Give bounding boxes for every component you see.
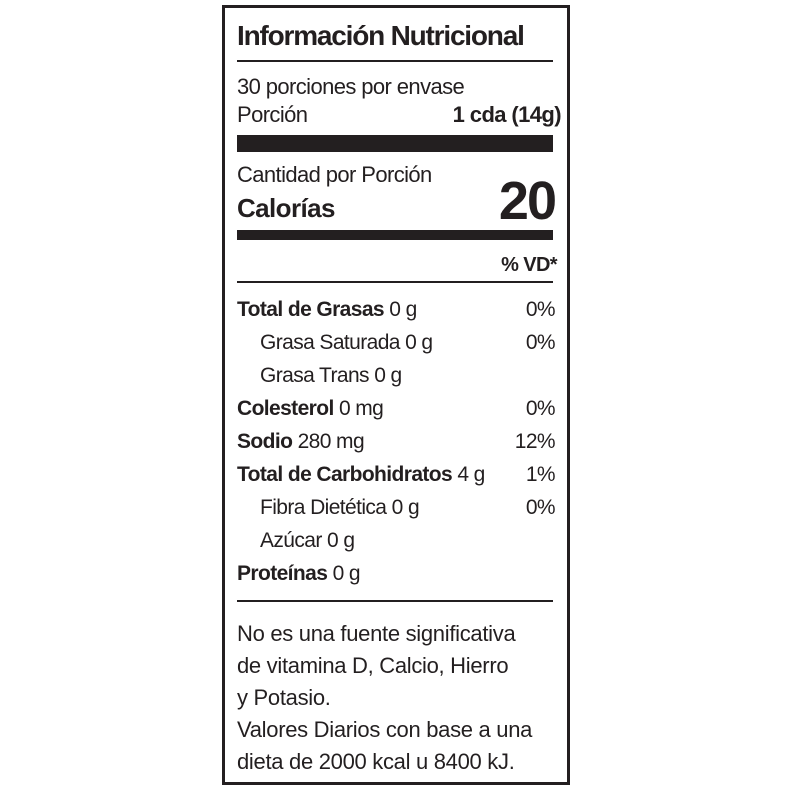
serving-size: 1 cda (14g)	[452, 102, 562, 127]
thin-rule	[237, 281, 553, 283]
nutrition-label: Información Nutricional 30 porciones por…	[222, 5, 570, 785]
nutrient-dv: 12%	[514, 430, 556, 453]
footnote-line: y Potasio.	[237, 685, 331, 710]
nutrient-row: Proteínas 0 g	[237, 562, 361, 585]
nutrient-row: Fibra Dietética 0 g	[260, 496, 420, 519]
thick-rule	[237, 135, 553, 152]
nutrient-name: Proteínas	[237, 562, 328, 585]
nutrient-amount: 0 g	[332, 562, 361, 585]
nutrient-amount: 0 g	[327, 529, 355, 552]
nutrient-amount: 4 g	[457, 463, 485, 486]
nutrient-name: Colesterol	[237, 397, 334, 420]
footnote-line: dieta de 2000 kcal u 8400 kJ.	[237, 749, 515, 774]
nutrient-name: Fibra Dietética	[260, 496, 387, 519]
nutrient-name: Total de Carbohidratos	[237, 463, 453, 486]
servings: 30 porciones por envase	[237, 74, 465, 99]
dv-header: % VD*	[501, 254, 558, 276]
nutrient-name: Sodio	[237, 430, 293, 453]
nutrient-dv: 0%	[525, 331, 556, 354]
nutrient-amount: 280 mg	[297, 430, 365, 453]
nutrient-row: Colesterol 0 mg	[237, 397, 384, 420]
nutrient-row: Total de Grasas 0 g	[237, 299, 417, 320]
nutrient-dv: 0%	[525, 298, 556, 321]
thin-rule	[237, 60, 553, 62]
footnote-line: No es una fuente significativa	[237, 621, 516, 646]
footnote-line: de vitamina D, Calcio, Hierro	[237, 653, 509, 678]
nutrient-row: Total de Carbohidratos 4 g	[237, 464, 485, 485]
nutrient-name: Grasa Saturada	[260, 331, 400, 354]
nutrient-dv: 0%	[525, 397, 556, 420]
thick-rule	[237, 230, 553, 240]
nutrient-amount: 0 g	[374, 364, 402, 387]
calories: 20	[498, 171, 557, 231]
nutrient-amount: 0 mg	[338, 397, 384, 420]
footnote-line: Valores Diarios con base a una	[237, 717, 533, 742]
nutrient-name: Grasa Trans	[260, 364, 370, 387]
nutrient-dv: 1%	[525, 463, 556, 486]
title: Información Nutricional	[237, 20, 525, 51]
nutrient-row: Azúcar 0 g	[260, 529, 355, 552]
nutrient-amount: 0 g	[391, 496, 420, 519]
nutrient-row: Grasa Saturada 0 g	[260, 332, 433, 353]
nutrient-name: Azúcar	[260, 529, 322, 552]
calories-label: Calorías	[237, 193, 335, 223]
nutrient-amount: 0 g	[405, 331, 433, 354]
serving-size-label: Porción	[237, 102, 308, 127]
nutrient-row: Sodio 280 mg	[237, 430, 365, 453]
nutrient-name: Total de Grasas	[237, 298, 385, 321]
thin-rule	[237, 600, 553, 602]
nutrient-dv: 0%	[525, 496, 556, 519]
nutrient-amount: 0 g	[389, 298, 417, 321]
nutrient-row: Grasa Trans 0 g	[260, 365, 402, 386]
amount-per-serving: Cantidad por Porción	[237, 162, 432, 187]
